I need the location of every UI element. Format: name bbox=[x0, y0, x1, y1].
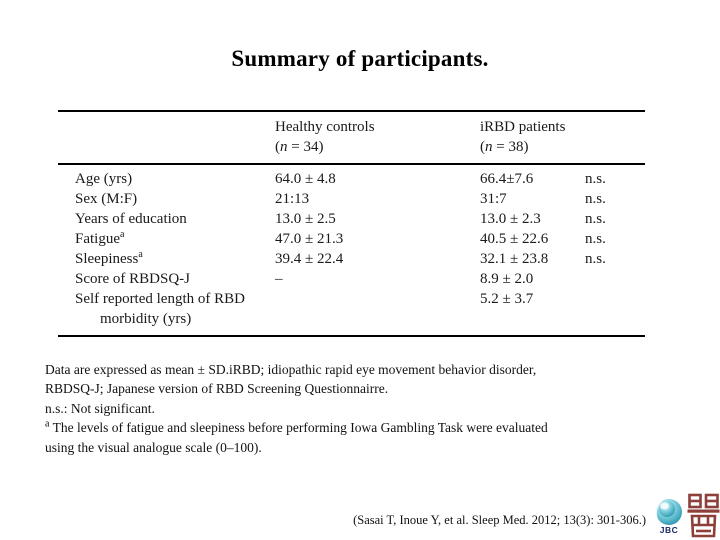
footnote-line: Data are expressed as mean ± SD.iRBD; id… bbox=[45, 362, 537, 377]
jbc-logo: JBC bbox=[652, 497, 686, 537]
table-row: Self reported length of RBD morbidity (y… bbox=[75, 291, 534, 327]
citation: (Sasai T, Inoue Y, et al. Sleep Med. 201… bbox=[353, 513, 646, 527]
table-row: Sleepinessa 39.4 ± 22.4 32.1 ± 23.8 n.s. bbox=[75, 249, 606, 268]
table-header-row: Healthy controls (n = 34) iRBD patients … bbox=[58, 112, 645, 165]
table-footnotes: Data are expressed as mean ± SD.iRBD; id… bbox=[45, 360, 670, 457]
table-row: Years of education 13.0 ± 2.5 13.0 ± 2.3… bbox=[75, 211, 606, 227]
table-header-healthy-controls: Healthy controls (n = 34) bbox=[275, 117, 480, 157]
footnote-line: using the visual analogue scale (0–100). bbox=[45, 439, 262, 455]
header-healthy-name: Healthy controls bbox=[275, 119, 375, 135]
jbc-sphere-icon bbox=[655, 499, 682, 525]
medical-kanji-emblem-icon bbox=[687, 493, 720, 539]
participants-table: Healthy controls (n = 34) iRBD patients … bbox=[58, 110, 645, 337]
jbc-logo-label: JBC bbox=[659, 525, 679, 535]
page-title: Summary of participants. bbox=[231, 46, 489, 71]
table-row: Age (yrs) 64.0 ± 4.8 66.4±7.6 n.s. bbox=[75, 171, 606, 187]
table-header-spacer bbox=[58, 117, 275, 157]
table-header-irbd-patients: iRBD patients (n = 38) bbox=[480, 117, 585, 157]
footnote-line: n.s.: Not significant. bbox=[45, 400, 155, 416]
header-irbd-n: (n = 38) bbox=[480, 139, 529, 155]
footnote-line: RBDSQ-J; Japanese version of RBD Screeni… bbox=[45, 381, 389, 397]
table-row: Sex (M:F) 21:13 31:7 n.s. bbox=[75, 191, 606, 207]
header-irbd-name: iRBD patients bbox=[480, 119, 566, 135]
footnote-line: a The levels of fatigue and sleepiness b… bbox=[45, 418, 548, 436]
header-healthy-n: (n = 34) bbox=[275, 139, 324, 155]
table-body: Age (yrs) 64.0 ± 4.8 66.4±7.6 n.s. Sex (… bbox=[58, 165, 645, 335]
table-row: Fatiguea 47.0 ± 21.3 40.5 ± 22.6 n.s. bbox=[75, 229, 606, 248]
table-row: Score of RBDSQ-J – 8.9 ± 2.0 bbox=[75, 271, 534, 287]
table-header-sig-spacer bbox=[585, 117, 645, 157]
